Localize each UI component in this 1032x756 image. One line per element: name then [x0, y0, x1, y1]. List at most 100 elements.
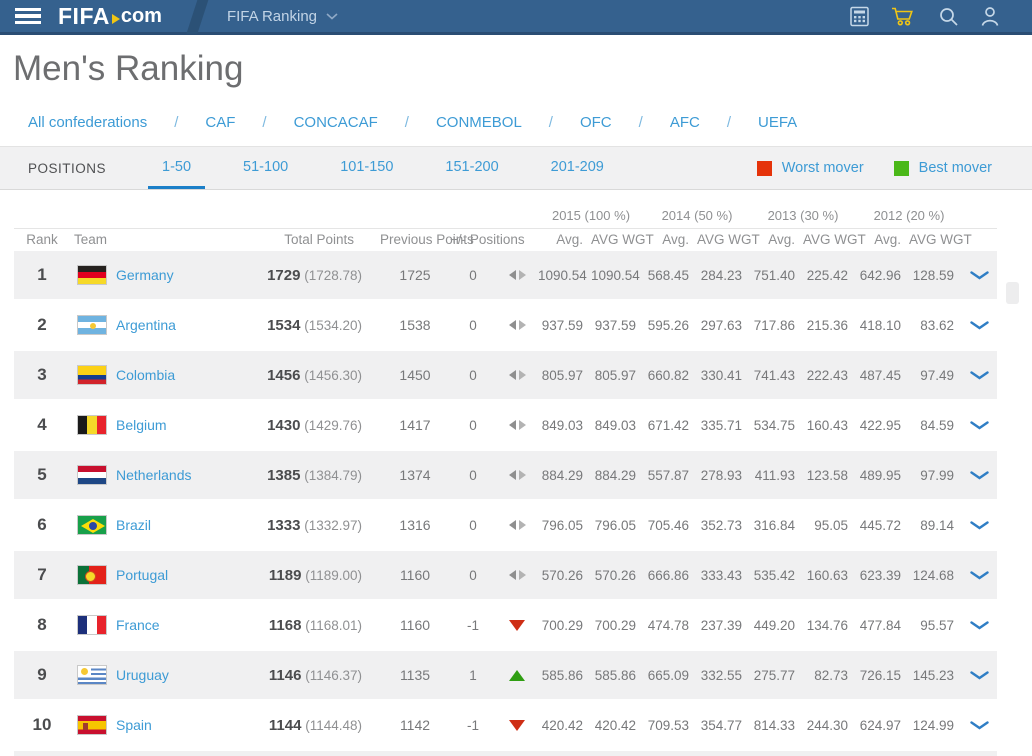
team-flag-icon	[77, 365, 107, 385]
expand-chevron-icon[interactable]	[962, 671, 997, 680]
stat-value: 937.59	[538, 318, 591, 333]
section-breadcrumb[interactable]: FIFA Ranking	[227, 8, 338, 25]
confed-link-afc[interactable]: AFC	[670, 112, 700, 133]
confed-link-all-confederations[interactable]: All confederations	[28, 112, 147, 133]
total-points-value: 1333	[267, 517, 300, 534]
stat-value: 160.43	[803, 418, 856, 433]
stat-value: 83.62	[909, 318, 962, 333]
movement-icon	[509, 670, 525, 681]
total-points-precise: (1456.30)	[304, 368, 362, 383]
stat-value: 335.71	[697, 418, 750, 433]
stat-value: 534.75	[750, 418, 803, 433]
tab-1-50[interactable]: 1-50	[148, 147, 205, 189]
tab-51-100[interactable]: 51-100	[229, 147, 302, 189]
team-link[interactable]: Uruguay	[116, 667, 169, 683]
team-flag-icon	[77, 665, 107, 685]
team-header: Team	[70, 232, 264, 248]
confed-link-uefa[interactable]: UEFA	[758, 112, 797, 133]
logo-triangle-icon	[112, 14, 120, 24]
avg-wgt-header: AVG WGT	[909, 232, 962, 248]
stat-value: 642.96	[856, 268, 909, 283]
team-link[interactable]: Portugal	[116, 567, 168, 583]
movement-icon	[509, 419, 526, 431]
total-points-header: Total Points	[264, 232, 380, 248]
stat-value: 128.59	[909, 268, 962, 283]
stat-value: 570.26	[591, 568, 644, 583]
rank-value: 3	[14, 365, 70, 385]
team-flag-icon	[77, 615, 107, 635]
stat-value: 297.63	[697, 318, 750, 333]
avg-wgt-header: AVG WGT	[591, 232, 644, 248]
cart-icon[interactable]	[891, 6, 917, 27]
table-row: 4 Belgium 1430 (1429.76) 1417 0 849.03 8…	[14, 401, 997, 449]
table-row: 10 Spain 1144 (1144.48) 1142 -1 420.42 4…	[14, 701, 997, 749]
stat-value: 717.86	[750, 318, 803, 333]
confed-link-ofc[interactable]: OFC	[580, 112, 612, 133]
rank-value: 8	[14, 615, 70, 635]
rank-value: 1	[14, 265, 70, 285]
team-flag-icon	[77, 715, 107, 735]
menu-icon[interactable]	[15, 8, 41, 25]
tab-151-200[interactable]: 151-200	[431, 147, 512, 189]
stat-value: 449.20	[750, 618, 803, 633]
expand-chevron-icon[interactable]	[962, 271, 997, 280]
tab-201-209[interactable]: 201-209	[537, 147, 618, 189]
table-row: 1 Germany 1729 (1728.78) 1725 0 1090.54 …	[14, 251, 997, 299]
search-icon[interactable]	[938, 6, 959, 27]
team-link[interactable]: Netherlands	[116, 467, 192, 483]
expand-chevron-icon[interactable]	[962, 421, 997, 430]
stat-value: 422.95	[856, 418, 909, 433]
stat-value: 244.30	[803, 718, 856, 733]
team-link[interactable]: Belgium	[116, 417, 167, 433]
rank-value: 5	[14, 465, 70, 485]
team-link[interactable]: Germany	[116, 267, 174, 283]
stat-value: 884.29	[538, 468, 591, 483]
team-link[interactable]: Argentina	[116, 317, 176, 333]
team-link[interactable]: France	[116, 617, 160, 633]
stat-value: 937.59	[591, 318, 644, 333]
expand-chevron-icon[interactable]	[962, 371, 997, 380]
stat-value: 124.68	[909, 568, 962, 583]
rank-value: 6	[14, 515, 70, 535]
stat-value: 568.45	[644, 268, 697, 283]
stat-value: 420.42	[591, 718, 644, 733]
stat-value: 237.39	[697, 618, 750, 633]
tab-101-150[interactable]: 101-150	[326, 147, 407, 189]
avg-header: Avg.	[750, 232, 803, 248]
navbar-actions	[849, 6, 1000, 27]
scrollbar-thumb[interactable]	[1006, 282, 1019, 304]
previous-points-value: 1417	[380, 417, 450, 433]
separator: /	[405, 112, 409, 133]
position-change-value: -1	[450, 618, 496, 633]
calculator-icon[interactable]	[849, 6, 870, 27]
stat-value: 284.23	[697, 268, 750, 283]
confed-link-concacaf[interactable]: CONCACAF	[294, 112, 378, 133]
team-link[interactable]: Brazil	[116, 517, 151, 533]
position-change-value: 0	[450, 368, 496, 383]
team-link[interactable]: Colombia	[116, 367, 175, 383]
expand-chevron-icon[interactable]	[962, 321, 997, 330]
fifa-logo[interactable]: FIFA com	[58, 3, 162, 30]
team-link[interactable]: Spain	[116, 717, 152, 733]
previous-points-value: 1316	[380, 517, 450, 533]
user-icon[interactable]	[980, 6, 1000, 27]
expand-chevron-icon[interactable]	[962, 471, 997, 480]
expand-chevron-icon[interactable]	[962, 621, 997, 630]
position-change-value: 0	[450, 318, 496, 333]
confed-link-conmebol[interactable]: CONMEBOL	[436, 112, 522, 133]
confed-link-caf[interactable]: CAF	[205, 112, 235, 133]
stat-value: 660.82	[644, 368, 697, 383]
expand-chevron-icon[interactable]	[962, 571, 997, 580]
stat-value: 352.73	[697, 518, 750, 533]
stat-value: 700.29	[591, 618, 644, 633]
position-change-header: +/- Positions	[450, 232, 538, 248]
stat-value: 487.45	[856, 368, 909, 383]
stat-value: 849.03	[538, 418, 591, 433]
avg-header: Avg.	[856, 232, 909, 248]
expand-chevron-icon[interactable]	[962, 521, 997, 530]
total-points-precise: (1384.79)	[304, 468, 362, 483]
stat-value: 95.05	[803, 518, 856, 533]
expand-chevron-icon[interactable]	[962, 721, 997, 730]
previous-points-value: 1160	[380, 617, 450, 633]
team-flag-icon	[77, 565, 107, 585]
